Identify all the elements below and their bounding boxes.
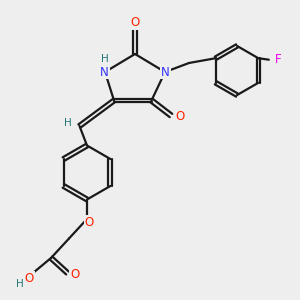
- Text: O: O: [176, 110, 184, 124]
- Text: N: N: [100, 65, 109, 79]
- Text: F: F: [274, 53, 281, 66]
- Text: H: H: [16, 279, 23, 290]
- Text: H: H: [100, 53, 108, 64]
- Text: O: O: [130, 16, 140, 29]
- Text: O: O: [85, 216, 94, 229]
- Text: H: H: [64, 118, 72, 128]
- Text: N: N: [161, 65, 170, 79]
- Text: O: O: [70, 268, 80, 281]
- Text: O: O: [25, 272, 34, 285]
